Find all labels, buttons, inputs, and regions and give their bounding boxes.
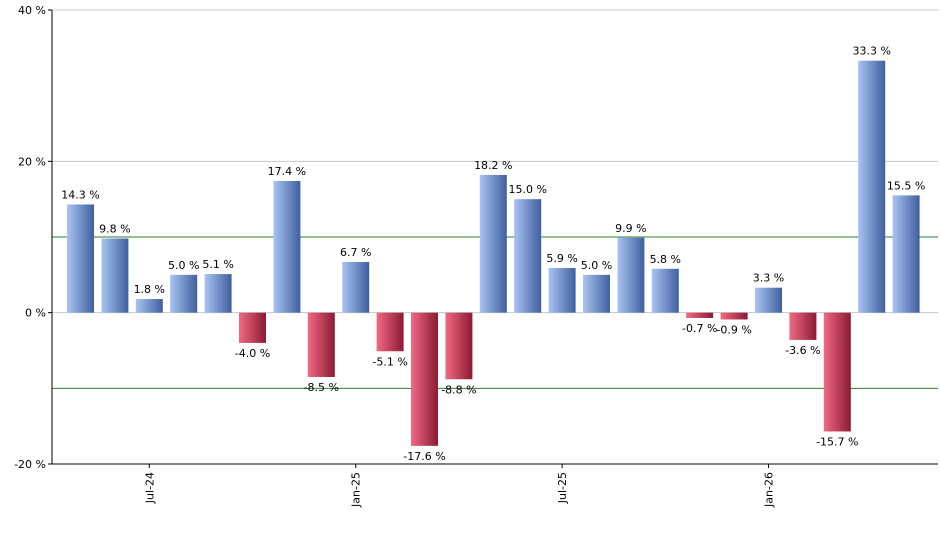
bar xyxy=(101,238,129,313)
bar-value-label: -8.5 % xyxy=(304,381,339,394)
bar xyxy=(686,312,714,318)
bar-value-label: -5.1 % xyxy=(372,355,407,368)
bar xyxy=(67,204,94,313)
bar xyxy=(411,312,438,446)
bar xyxy=(445,312,473,380)
x-tick-label: Jan-25 xyxy=(350,472,363,508)
axes: -20 % 0 % 20 % 40 % Jul-24 Jan-25 Jul-25 Jan-26 xyxy=(14,4,938,508)
bar-value-label: 5.0 % xyxy=(168,259,199,272)
bar xyxy=(376,312,404,352)
bar xyxy=(239,312,266,343)
y-tick-label: 0 % xyxy=(25,307,46,320)
bar-value-label: 9.8 % xyxy=(99,223,130,236)
bar xyxy=(514,199,542,313)
bar xyxy=(617,237,645,313)
x-tick-label: Jan-26 xyxy=(763,472,776,508)
bar xyxy=(651,268,679,313)
bar-value-label: 5.9 % xyxy=(546,252,577,265)
y-tick-label: 40 % xyxy=(18,4,46,17)
bar xyxy=(135,299,163,313)
bar xyxy=(548,268,576,313)
bar-value-label: -8.8 % xyxy=(441,383,476,396)
bar xyxy=(170,274,198,313)
bar xyxy=(583,274,610,313)
bar-value-label: -0.9 % xyxy=(716,323,751,336)
bar-value-label: 5.0 % xyxy=(581,259,612,272)
bar-value-label: 9.9 % xyxy=(615,222,646,235)
bar-value-label: -0.7 % xyxy=(682,322,717,335)
bar-value-label: 5.8 % xyxy=(650,253,681,266)
y-tick-label: -20 % xyxy=(14,458,46,471)
bar-value-label: 6.7 % xyxy=(340,246,371,259)
x-tick-label: Jul-24 xyxy=(143,472,156,504)
y-tick-label: 20 % xyxy=(18,155,46,168)
bar-value-label: 14.3 % xyxy=(61,188,99,201)
bar-value-label: 18.2 % xyxy=(474,159,512,172)
bar xyxy=(892,195,920,313)
bar-value-label: 1.8 % xyxy=(134,283,165,296)
bar xyxy=(823,312,851,432)
bar xyxy=(858,60,886,313)
bar-value-label: -15.7 % xyxy=(816,435,858,448)
bar-value-label: 17.4 % xyxy=(268,165,306,178)
bar-value-label: 5.1 % xyxy=(202,258,233,271)
bar-value-label: 15.5 % xyxy=(887,179,925,192)
bar-value-label: -3.6 % xyxy=(785,344,820,357)
bar-value-label: 33.3 % xyxy=(852,45,890,58)
bar xyxy=(273,181,301,313)
bar-value-label: 15.0 % xyxy=(508,183,546,196)
x-tick-label: Jul-25 xyxy=(556,472,569,504)
bar xyxy=(755,287,782,313)
bar xyxy=(204,274,232,313)
bar xyxy=(479,174,507,313)
bar xyxy=(307,312,335,377)
bars xyxy=(67,60,920,446)
bar-value-label: -4.0 % xyxy=(235,347,270,360)
bar xyxy=(789,312,817,340)
bar xyxy=(720,312,748,320)
bar-value-label: 3.3 % xyxy=(753,272,784,285)
data-labels: 14.3 %9.8 %1.8 %5.0 % 5.1 %-4.0 %17.4 %-8… xyxy=(61,45,925,463)
bar xyxy=(342,261,370,313)
bar-value-label: -17.6 % xyxy=(403,450,445,463)
